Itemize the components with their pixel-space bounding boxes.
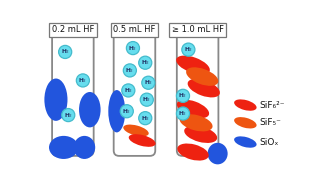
Ellipse shape: [180, 114, 213, 131]
Text: H$_2$: H$_2$: [64, 111, 73, 119]
Ellipse shape: [176, 56, 210, 74]
Text: H$_2$: H$_2$: [128, 44, 138, 53]
Ellipse shape: [123, 125, 149, 136]
Ellipse shape: [182, 43, 195, 56]
Text: ≥ 1.0 mL HF: ≥ 1.0 mL HF: [172, 25, 224, 34]
Text: H$_2$: H$_2$: [124, 86, 133, 95]
Text: H$_2$: H$_2$: [142, 95, 151, 104]
Ellipse shape: [177, 100, 209, 118]
Ellipse shape: [126, 42, 140, 55]
Text: SiF₆²⁻: SiF₆²⁻: [259, 101, 285, 110]
Text: 0.5 mL HF: 0.5 mL HF: [113, 25, 156, 34]
Ellipse shape: [177, 89, 189, 102]
Ellipse shape: [139, 112, 152, 125]
Text: H$_2$: H$_2$: [141, 114, 150, 123]
Ellipse shape: [139, 56, 152, 69]
Ellipse shape: [123, 64, 136, 77]
Text: SiF₅⁻: SiF₅⁻: [259, 118, 281, 127]
Ellipse shape: [120, 105, 133, 118]
PathPatch shape: [52, 36, 94, 156]
Ellipse shape: [184, 126, 217, 143]
Ellipse shape: [177, 143, 209, 161]
Ellipse shape: [49, 136, 78, 159]
Ellipse shape: [188, 79, 220, 97]
Text: H$_2$: H$_2$: [78, 76, 87, 85]
Ellipse shape: [59, 45, 72, 58]
Text: H$_2$: H$_2$: [184, 45, 193, 54]
Ellipse shape: [44, 78, 67, 121]
Text: SiOₓ: SiOₓ: [259, 138, 279, 146]
Ellipse shape: [74, 136, 95, 159]
Ellipse shape: [122, 84, 135, 97]
Ellipse shape: [108, 90, 125, 132]
Ellipse shape: [234, 99, 257, 111]
Ellipse shape: [79, 92, 101, 127]
Ellipse shape: [62, 108, 75, 122]
Text: H$_2$: H$_2$: [179, 109, 187, 118]
Ellipse shape: [177, 107, 189, 120]
Text: H$_2$: H$_2$: [122, 107, 131, 116]
Text: H$_2$: H$_2$: [144, 78, 153, 87]
Ellipse shape: [186, 67, 218, 86]
Ellipse shape: [234, 117, 257, 129]
Ellipse shape: [142, 76, 155, 89]
PathPatch shape: [177, 36, 218, 156]
Ellipse shape: [234, 136, 257, 148]
PathPatch shape: [114, 36, 155, 156]
Text: 0.2 mL HF: 0.2 mL HF: [52, 25, 94, 34]
Ellipse shape: [208, 143, 228, 164]
Ellipse shape: [129, 134, 156, 147]
Text: H$_2$: H$_2$: [141, 58, 150, 67]
Ellipse shape: [140, 93, 153, 106]
Text: H$_2$: H$_2$: [179, 91, 187, 100]
Text: H$_2$: H$_2$: [125, 66, 134, 75]
Text: H$_2$: H$_2$: [61, 47, 70, 56]
Ellipse shape: [76, 74, 89, 87]
